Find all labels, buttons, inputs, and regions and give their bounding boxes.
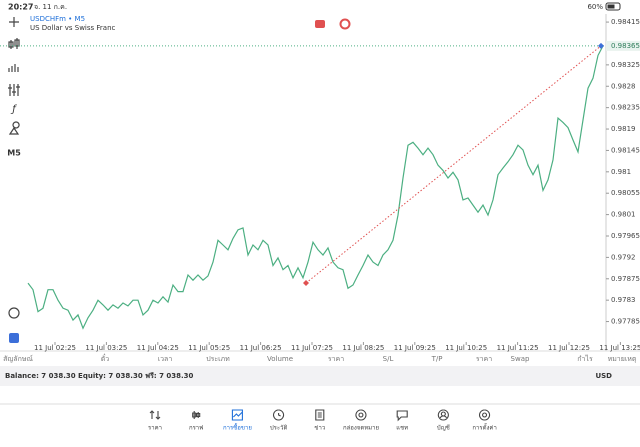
left-toolbar: ƒ M5: [7, 17, 21, 343]
column-header: หมายเหตุ: [608, 355, 637, 363]
candles-tool[interactable]: [8, 38, 20, 49]
x-tick-label: 11 Jul 10:25: [445, 344, 487, 352]
symbol-description: US Dollar vs Swiss Franc: [30, 24, 116, 32]
tab-icon[interactable]: [273, 409, 285, 421]
status-date: จ. 11 ก.ค.: [34, 3, 67, 11]
currency: USD: [595, 372, 612, 380]
trade-line: [305, 45, 602, 284]
crosshair-tool[interactable]: [9, 17, 19, 27]
y-tick-label: 0.98055: [611, 189, 640, 197]
x-tick-label: 11 Jul 12:25: [548, 344, 590, 352]
x-tick-label: 11 Jul 05:25: [188, 344, 230, 352]
tab-label[interactable]: ข่าว: [314, 425, 325, 432]
balance-bar: [0, 366, 640, 386]
battery-icon: [605, 2, 621, 11]
tab-icon[interactable]: [479, 409, 491, 421]
x-tick-label: 11 Jul 04:25: [137, 344, 179, 352]
trade-tool[interactable]: [8, 307, 20, 319]
tab-label[interactable]: บัญชี: [437, 424, 450, 432]
column-header: ราคา: [328, 355, 344, 363]
tab-label[interactable]: กราฟ: [189, 425, 203, 432]
x-tick-label: 11 Jul 07:25: [291, 344, 333, 352]
tab-label[interactable]: การซื้อขาย: [223, 422, 252, 432]
x-tick-label: 11 Jul 11:25: [497, 344, 539, 352]
app-icon[interactable]: [9, 333, 19, 343]
y-tick-label: 0.97785: [611, 318, 640, 326]
status-time: 20:27: [8, 3, 33, 12]
tab-icon[interactable]: [149, 410, 161, 420]
column-header: Swap: [511, 355, 530, 363]
current-price-badge: [606, 40, 640, 51]
x-tick-label: 11 Jul 13:25: [599, 344, 640, 352]
current-price-label: 0.98365: [611, 42, 640, 50]
functions-tool[interactable]: ƒ: [10, 104, 17, 115]
column-header: ประเภท: [206, 355, 230, 363]
tab-icon[interactable]: [437, 409, 449, 421]
y-tick-label: 0.98235: [611, 104, 640, 112]
y-tick-label: 0.9792: [611, 253, 636, 261]
column-header: สัญลักษณ์: [3, 355, 33, 363]
battery-text: 60%: [587, 3, 603, 11]
balance: Balance: 7 038.30 Equity: 7 038.30 ฟรี: …: [5, 372, 194, 380]
column-header: กำไร: [577, 354, 593, 363]
flag-icon: [315, 20, 325, 28]
x-tick-label: 11 Jul 02:25: [34, 344, 76, 352]
tab-icon[interactable]: [231, 409, 243, 421]
y-tick-label: 0.98325: [611, 61, 640, 69]
indicators-tool[interactable]: [8, 84, 20, 96]
symbol: USDCHFm • M5: [30, 15, 85, 23]
x-tick-label: 11 Jul 06:25: [240, 344, 282, 352]
column-header: Volume: [267, 355, 293, 363]
tab-label[interactable]: แชท: [396, 425, 408, 432]
flag-icon: [339, 18, 351, 30]
objects-tool[interactable]: [8, 121, 20, 135]
y-tick-label: 0.97965: [611, 232, 640, 240]
column-header: S/L: [383, 355, 394, 363]
tab-label[interactable]: กล่องจดหมาย: [343, 425, 379, 432]
y-tick-label: 0.9828: [611, 82, 636, 90]
tab-label[interactable]: การตั้งค่า: [472, 422, 496, 432]
y-tick-label: 0.9783: [611, 296, 636, 304]
tab-icon[interactable]: [192, 411, 201, 419]
column-header: T/P: [431, 355, 443, 363]
column-header: ตั๋ว: [101, 354, 110, 363]
x-tick-label: 11 Jul 08:25: [342, 344, 384, 352]
y-tick-label: 0.98145: [611, 146, 640, 154]
trade-open-marker: [303, 280, 309, 287]
y-tick-label: 0.98415: [611, 18, 640, 26]
tab-label[interactable]: ราคา: [148, 425, 162, 432]
column-header: ราคา: [476, 355, 492, 363]
y-tick-label: 0.97875: [611, 275, 640, 283]
x-tick-label: 11 Jul 09:25: [394, 344, 436, 352]
chart-type-tool[interactable]: [8, 64, 19, 72]
y-tick-label: 0.9819: [611, 125, 636, 133]
timeframe[interactable]: M5: [7, 149, 21, 158]
trade-current-marker: [598, 42, 604, 49]
tab-icon[interactable]: [396, 410, 408, 422]
battery-level: [607, 4, 615, 9]
tab-icon[interactable]: [355, 409, 367, 421]
y-tick-label: 0.981: [611, 168, 631, 176]
column-header: เวลา: [158, 355, 173, 363]
tab-icon[interactable]: [315, 409, 325, 421]
price-line: [27, 45, 604, 330]
y-tick-label: 0.9801: [611, 211, 636, 219]
tab-label[interactable]: ประวัติ: [270, 425, 288, 432]
x-tick-label: 11 Jul 03:25: [85, 344, 127, 352]
